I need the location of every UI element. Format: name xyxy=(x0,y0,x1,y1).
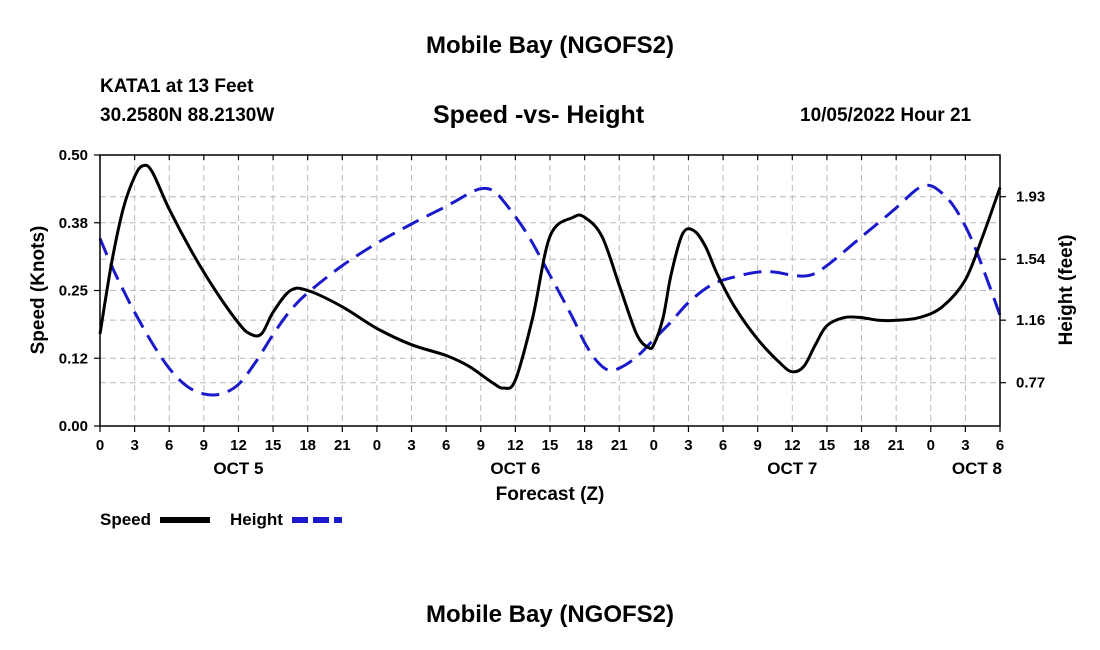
day-label: OCT 6 xyxy=(490,459,540,478)
y-right-tick-label: 1.54 xyxy=(1016,251,1046,268)
station-name: KATA1 at 13 Feet xyxy=(100,76,254,97)
y-left-tick-label: 0.00 xyxy=(59,418,88,435)
x-tick-label: 21 xyxy=(611,437,628,454)
x-tick-label: 15 xyxy=(819,437,836,454)
day-label: OCT 7 xyxy=(767,459,817,478)
x-tick-label: 18 xyxy=(853,437,870,454)
x-tick-label: 0 xyxy=(650,437,658,454)
forecast-datetime: 10/05/2022 Hour 21 xyxy=(800,105,972,126)
x-tick-label: 9 xyxy=(477,437,485,454)
x-tick-label: 15 xyxy=(265,437,282,454)
legend: Speed Height xyxy=(100,510,342,529)
day-label: OCT 5 xyxy=(213,459,263,478)
y-left-tick-label: 0.12 xyxy=(59,350,88,367)
y-left-axis-title: Speed (Knots) xyxy=(28,226,49,355)
y-left-tick-label: 0.38 xyxy=(59,215,88,232)
x-tick-label: 12 xyxy=(507,437,524,454)
x-tick-label: 0 xyxy=(927,437,935,454)
footer-title: Mobile Bay (NGOFS2) xyxy=(425,601,675,628)
x-tick-label: 3 xyxy=(130,437,138,454)
speed-series-line xyxy=(98,163,1002,390)
legend-label-height: Height xyxy=(230,510,283,529)
legend-label-speed: Speed xyxy=(100,510,151,529)
x-tick-label: 0 xyxy=(373,437,381,454)
x-tick-label: 12 xyxy=(784,437,801,454)
chart-subtitle: Speed -vs- Height xyxy=(433,101,645,129)
x-tick-label: 6 xyxy=(996,437,1004,454)
y-left-tick-label: 0.25 xyxy=(59,283,88,300)
x-tick-label: 15 xyxy=(542,437,559,454)
station-coordinates: 30.2580N 88.2130W xyxy=(100,105,275,126)
x-tick-label: 3 xyxy=(407,437,415,454)
x-tick-label: 12 xyxy=(230,437,247,454)
axes: 0 3 6 9 12 15 18 21 0 3 6 9 12 15 18 21 0 3 6 9 12 15 18 21 0 3 6 0… xyxy=(28,147,1077,505)
x-axis-title: Forecast (Z) xyxy=(496,484,605,505)
x-tick-label: 3 xyxy=(684,437,692,454)
x-tick-label: 9 xyxy=(754,437,762,454)
day-label: OCT 8 xyxy=(952,459,1002,478)
x-tick-label: 21 xyxy=(334,437,351,454)
y-right-tick-label: 1.16 xyxy=(1016,312,1045,329)
x-tick-label: 6 xyxy=(165,437,173,454)
x-tick-label: 21 xyxy=(888,437,905,454)
x-tick-label: 6 xyxy=(442,437,450,454)
x-tick-label: 3 xyxy=(961,437,969,454)
x-tick-label: 0 xyxy=(96,437,104,454)
y-right-tick-label: 1.93 xyxy=(1016,189,1045,206)
y-left-tick-label: 0.50 xyxy=(59,147,88,164)
x-tick-label: 18 xyxy=(576,437,593,454)
y-right-tick-label: 0.77 xyxy=(1016,375,1045,392)
y-right-axis-title: Height (feet) xyxy=(1056,235,1077,346)
x-tick-label: 6 xyxy=(719,437,727,454)
x-tick-label: 9 xyxy=(200,437,208,454)
x-tick-label: 18 xyxy=(299,437,316,454)
series-layer xyxy=(98,163,1002,397)
height-series-line xyxy=(98,183,1002,397)
chart-title: Mobile Bay (NGOFS2) xyxy=(425,32,675,59)
